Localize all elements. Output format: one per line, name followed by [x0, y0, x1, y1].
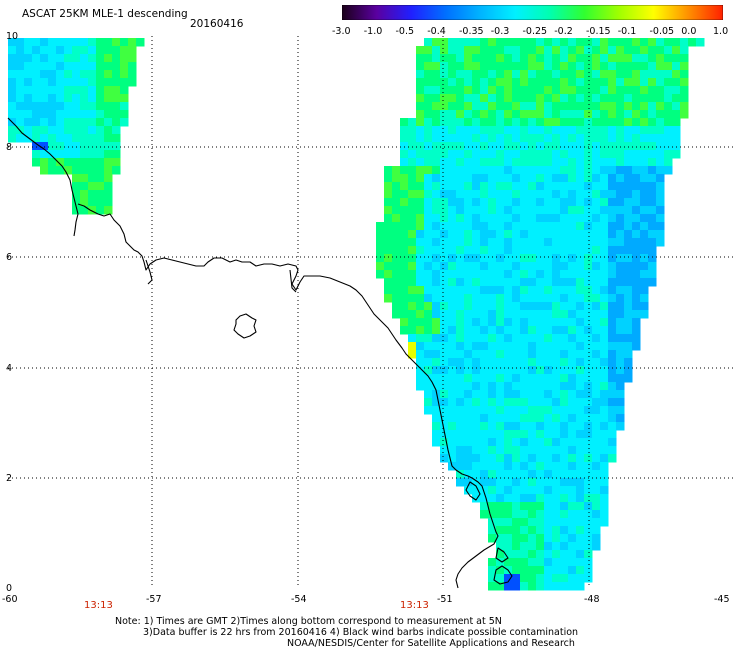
coastline-layer	[7, 117, 513, 589]
coast-delta	[465, 481, 513, 585]
swath-right	[376, 38, 705, 591]
note-line-1: Note: 1) Times are GMT 2)Times along bot…	[115, 616, 502, 627]
lon-tick-label: -45	[714, 594, 730, 605]
colorbar-tick: -0.15	[586, 26, 611, 37]
lat-tick-label: 0	[6, 583, 13, 594]
lat-tick-label: 10	[6, 31, 19, 42]
colorbar-tick: -1.0	[363, 26, 383, 37]
lon-tick-label: -48	[584, 594, 600, 605]
colorbar-tick: 0.0	[681, 26, 697, 37]
pass-time-right: 13:13	[400, 600, 429, 611]
colorbar-tick: -3.0	[332, 26, 351, 37]
lon-tick-label: -54	[291, 594, 307, 605]
lat-tick-label: 2	[6, 473, 13, 484]
lon-tick-label: -57	[146, 594, 162, 605]
colorbar-tick: -0.4	[427, 26, 446, 37]
note-line-2: 3)Data buffer is 22 hrs from 20160416 4)…	[143, 627, 579, 638]
colorbar	[342, 5, 723, 20]
coast-inlet	[145, 259, 297, 293]
colorbar-tick: -0.05	[649, 26, 675, 37]
lat-tick-label: 8	[6, 142, 13, 153]
colorbar-tick: -0.25	[522, 26, 548, 37]
note-line-3: NOAA/NESDIS/Center for Satellite Applica…	[287, 638, 575, 649]
lon-tick-label: -51	[437, 594, 453, 605]
map-title: ASCAT 25KM MLE-1 descending	[22, 8, 188, 20]
colorbar-tick: -0.35	[459, 26, 484, 37]
colorbar-tick: -0.1	[617, 26, 637, 37]
colorbar-tick: -0.3	[490, 26, 510, 37]
colorbar-tick: -0.2	[554, 26, 573, 37]
swath-data-layer	[8, 38, 705, 591]
colorbar-tick: -0.5	[395, 26, 415, 37]
colorbar-tick: 1.0	[713, 26, 729, 37]
map-date: 20160416	[190, 18, 244, 30]
swath-left	[8, 38, 145, 215]
island-small	[233, 313, 257, 339]
lon-tick-label: -60	[2, 594, 18, 605]
coastline-guyana	[7, 117, 499, 589]
pass-time-left: 13:13	[84, 600, 113, 611]
lat-tick-label: 6	[6, 252, 13, 263]
lat-tick-label: 4	[6, 363, 13, 374]
lat-lon-grid	[8, 36, 735, 588]
